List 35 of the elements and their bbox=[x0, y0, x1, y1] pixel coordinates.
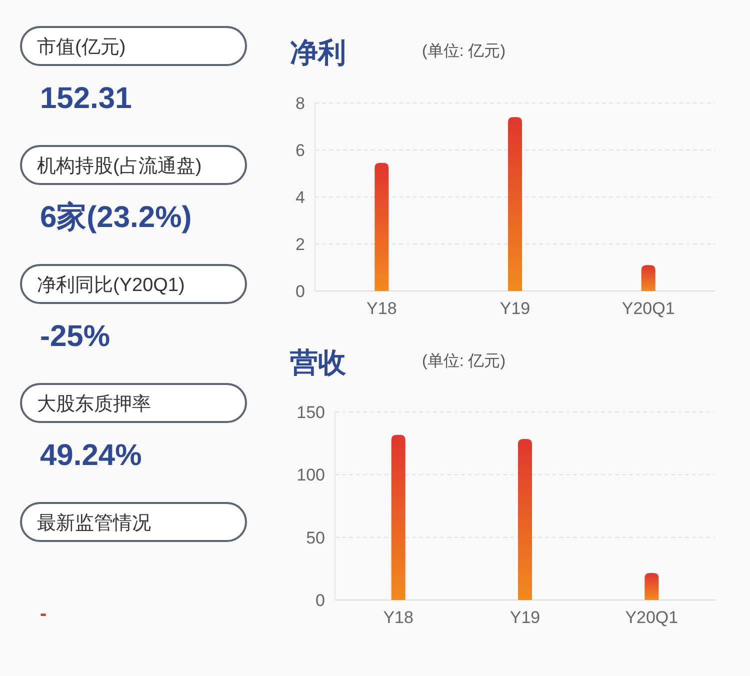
bar bbox=[508, 117, 522, 291]
y-tick-label: 50 bbox=[306, 528, 325, 548]
text: -25% bbox=[40, 320, 110, 353]
y-tick-label: 0 bbox=[296, 282, 305, 301]
text: 机构持股(占流通盘) bbox=[37, 155, 202, 177]
text: 最新监管情况 bbox=[37, 512, 151, 534]
y-tick-label: 6 bbox=[296, 141, 305, 160]
text: 市值(亿元) bbox=[37, 36, 126, 58]
x-tick-label: Y18 bbox=[383, 608, 414, 627]
x-tick-label: Y18 bbox=[366, 299, 397, 318]
y-tick-label: 4 bbox=[296, 188, 305, 207]
y-tick-label: 150 bbox=[296, 403, 325, 422]
y-tick-label: 8 bbox=[296, 94, 305, 113]
text: 大股东质押率 bbox=[37, 393, 151, 415]
chart-title: 净利 bbox=[290, 37, 346, 68]
bar bbox=[518, 438, 532, 600]
bar bbox=[644, 573, 659, 600]
y-tick-label: 0 bbox=[316, 591, 325, 610]
y-tick-label: 2 bbox=[296, 235, 305, 254]
text: 49.24% bbox=[40, 439, 142, 472]
x-tick-label: Y20Q1 bbox=[625, 608, 678, 627]
text: 净利同比(Y20Q1) bbox=[37, 275, 185, 296]
x-tick-label: Y19 bbox=[510, 608, 540, 627]
chart-title: 营收 bbox=[289, 347, 347, 378]
chart-subtitle: (单位: 亿元) bbox=[422, 42, 506, 60]
text: 152.31 bbox=[40, 82, 132, 115]
text: 6家(23.2%) bbox=[40, 200, 192, 234]
text: - bbox=[40, 603, 47, 625]
y-tick-label: 100 bbox=[296, 466, 325, 485]
chart-subtitle: (单位: 亿元) bbox=[422, 352, 506, 370]
bar bbox=[391, 434, 406, 600]
bar bbox=[374, 162, 389, 291]
x-tick-label: Y20Q1 bbox=[622, 299, 675, 318]
x-tick-label: Y19 bbox=[500, 299, 530, 318]
bar bbox=[641, 265, 656, 291]
